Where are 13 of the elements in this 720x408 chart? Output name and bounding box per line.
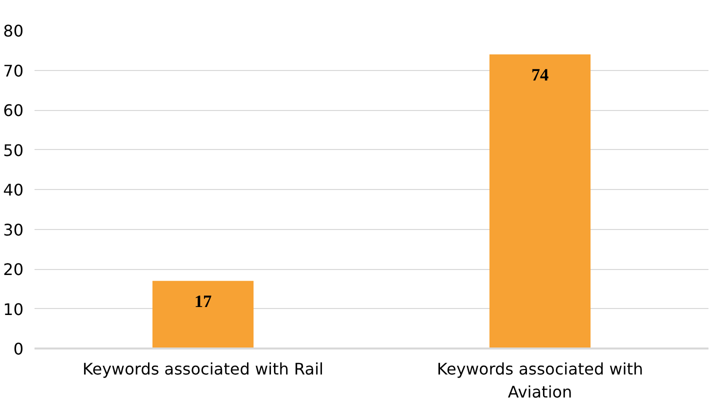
y-tick-label: 40 <box>3 180 24 200</box>
y-tick-label: 80 <box>3 22 24 40</box>
y-tick-label: 60 <box>3 101 24 120</box>
y-tick-label: 10 <box>3 300 24 319</box>
y-tick-label: 30 <box>3 220 24 240</box>
x-tick-label: Keywords associated with Rail <box>82 360 324 378</box>
x-tick-label: Keywords associated with Aviation <box>436 360 644 402</box>
y-tick-label: 70 <box>3 61 24 80</box>
y-tick-label: 50 <box>3 140 24 160</box>
data-label: 74 <box>531 65 549 84</box>
data-label: 17 <box>194 292 212 311</box>
y-tick-label: 20 <box>3 260 24 279</box>
y-tick-label: 0 <box>13 340 24 358</box>
